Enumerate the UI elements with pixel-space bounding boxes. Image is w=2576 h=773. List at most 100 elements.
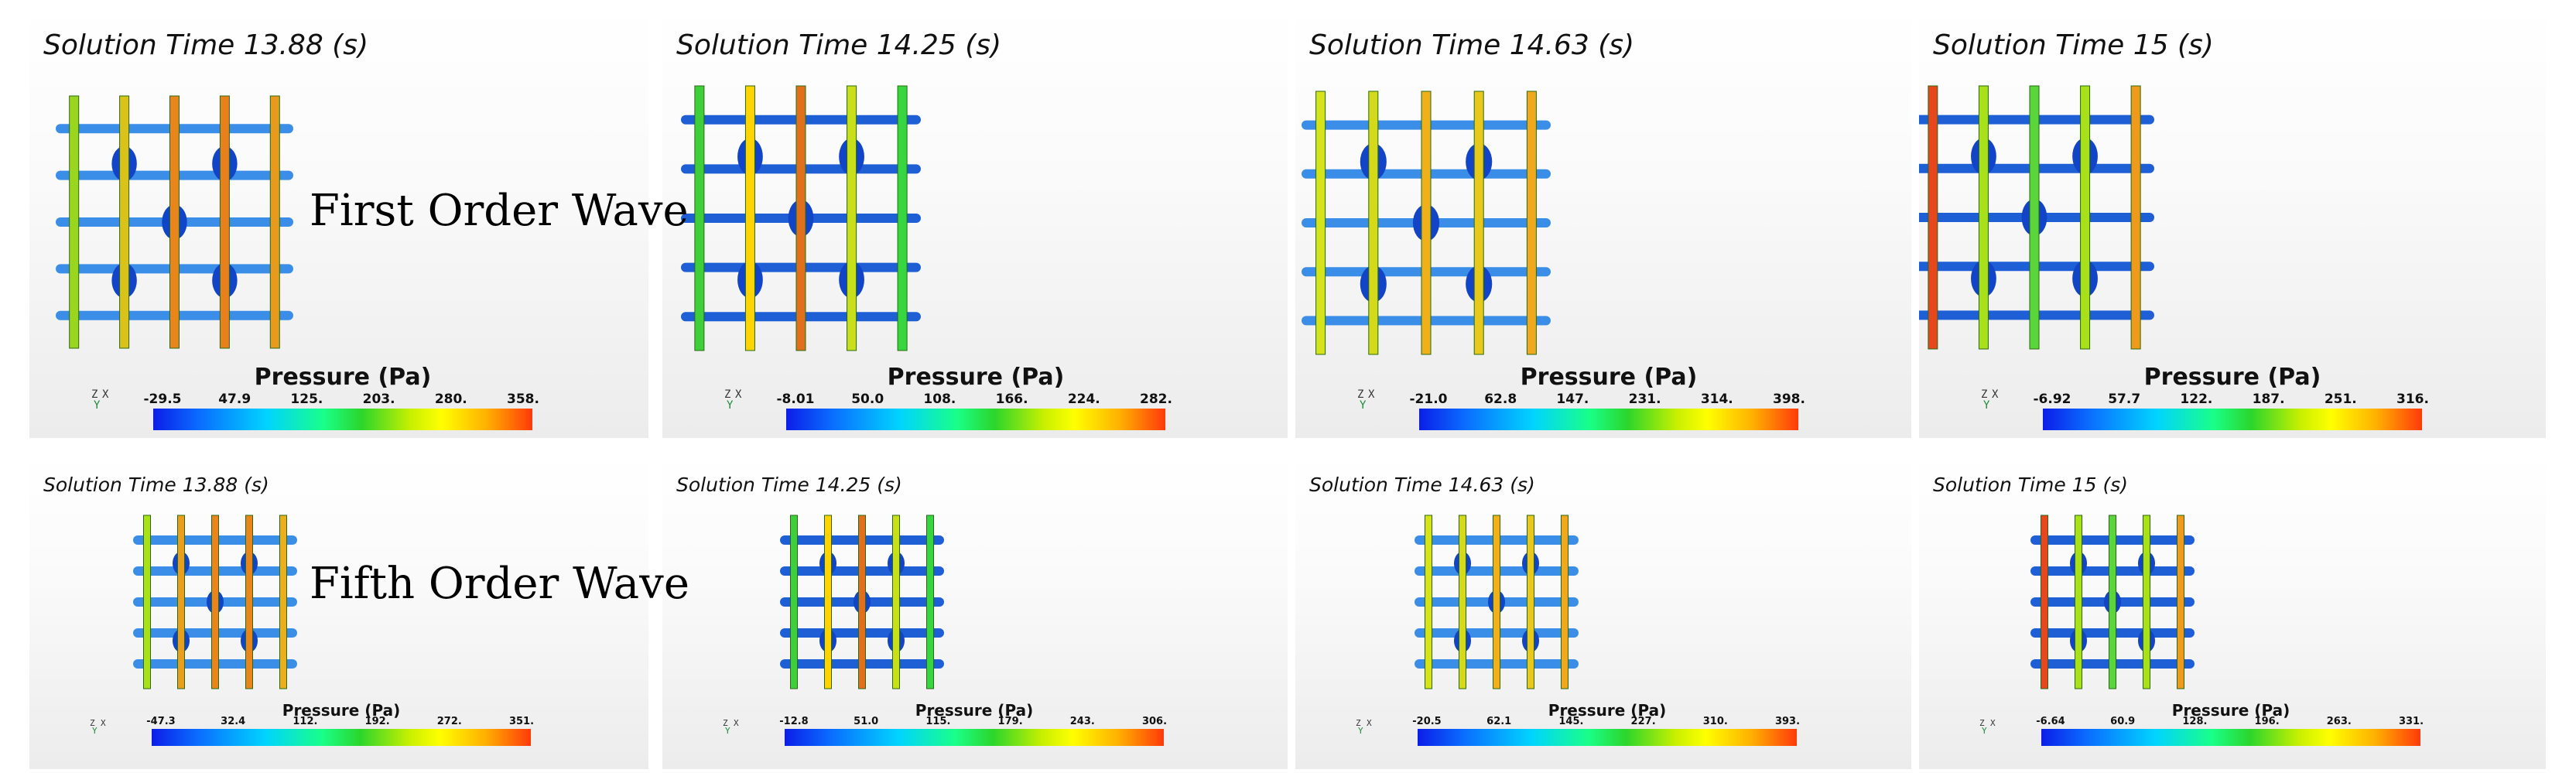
vertical-rod	[119, 95, 130, 349]
colorbar-tick-label: 32.4	[221, 716, 246, 727]
vertical-rod	[892, 515, 900, 689]
colorbar-tick-label: 60.9	[2110, 716, 2136, 727]
axis-z-label: Z	[724, 388, 731, 401]
panel-title: Solution Time 14.63 (s)	[1309, 474, 1535, 496]
vertical-rod	[744, 85, 755, 351]
colorbar-title: Pressure (Pa)	[2171, 701, 2290, 720]
vertical-rod	[169, 95, 180, 349]
colorbar-tick-label: 147.	[1556, 392, 1589, 407]
colorbar-tick-label: 203.	[362, 392, 395, 407]
axis-y-label: Y	[1360, 399, 1367, 412]
axis-x-label: X	[1368, 388, 1375, 401]
vertical-rod	[824, 515, 832, 689]
colorbar-tick-label: 393.	[1774, 716, 1801, 727]
panel-title: Solution Time 15 (s)	[1933, 29, 2214, 61]
colorbar-tick-label: 351.	[508, 716, 535, 727]
vertical-rod	[1928, 85, 1938, 350]
colorbar-tick-label: 112.	[292, 716, 318, 727]
axis-z-label: Z	[91, 388, 98, 401]
vertical-rod	[269, 95, 280, 349]
vertical-rod	[694, 85, 705, 351]
colorbar-tick-label: 196.	[2254, 716, 2280, 727]
vertical-rod	[2143, 515, 2150, 689]
axis-x-label: X	[101, 718, 106, 728]
vertical-rod	[279, 515, 287, 689]
grid-structure	[1415, 515, 1579, 689]
first-order-label: First Order Wave	[310, 186, 689, 236]
vertical-rod	[1527, 515, 1534, 689]
vertical-rod	[847, 85, 857, 351]
vertical-rod	[1473, 91, 1484, 355]
colorbar-title: Pressure (Pa)	[1520, 364, 1698, 391]
vertical-rod	[2075, 515, 2082, 689]
colorbar-tick-label: 166.	[995, 392, 1028, 407]
colorbar-tick-label: 314.	[1700, 392, 1733, 407]
vertical-rod	[926, 515, 934, 689]
vertical-rod	[143, 515, 151, 689]
colorbar-tick-label: 272.	[436, 716, 462, 727]
axis-x-label: X	[102, 388, 109, 401]
panel-7: Solution Time 14.63 (s) Pressure (Pa) -20.…	[1295, 455, 1911, 769]
colorbar-tick-label: 51.0	[854, 716, 879, 727]
colorbar-tick-label: 243.	[1069, 716, 1095, 727]
colorbar-title: Pressure (Pa)	[887, 364, 1065, 391]
colorbar-tick-label: 310.	[1702, 716, 1728, 727]
colorbar-tick-label: 398.	[1773, 392, 1805, 407]
axis-z-label: Z	[90, 718, 95, 728]
colorbar-title: Pressure (Pa)	[282, 701, 401, 720]
colorbar-tick-label: 108.	[923, 392, 956, 407]
vertical-rod	[2029, 85, 2040, 350]
vertical-rod	[177, 515, 185, 689]
grid-structure	[780, 515, 944, 689]
vertical-rod	[2177, 515, 2184, 689]
vertical-rod	[1368, 91, 1379, 355]
axis-x-label: X	[1367, 718, 1372, 728]
vertical-rod	[1315, 91, 1326, 355]
axis-y-label: Y	[1983, 399, 1990, 412]
vertical-rod	[897, 85, 908, 351]
vertical-rod	[2041, 515, 2048, 689]
vertical-rod	[2109, 515, 2116, 689]
axis-y-label: Y	[94, 399, 101, 412]
colorbar-tick-label: 62.8	[1484, 392, 1517, 407]
colorbar-tick-label: 358.	[507, 392, 539, 407]
axis-y-label: Y	[1982, 726, 1987, 736]
colorbar-tick-label: 62.1	[1486, 716, 1512, 727]
colorbar-tick-label: 280.	[434, 392, 467, 407]
colorbar-tick-label: 179.	[997, 716, 1023, 727]
colorbar-title: Pressure (Pa)	[1548, 701, 1667, 720]
colorbar-tick-label: 231.	[1628, 392, 1661, 407]
panel-title: Solution Time 13.88 (s)	[43, 474, 269, 496]
fifth-order-label: Fifth Order Wave	[310, 559, 689, 609]
colorbar-tick-label: 263.	[2326, 716, 2352, 727]
colorbar-tick-label: 125.	[290, 392, 323, 407]
vertical-rod	[2130, 85, 2141, 350]
colorbar-tick-label: 50.0	[851, 392, 884, 407]
vertical-rod	[1459, 515, 1466, 689]
colorbar-tick-label: 122.	[2180, 392, 2213, 407]
colorbar-tick-label: 187.	[2252, 392, 2285, 407]
grid-structure	[1302, 91, 1551, 355]
axis-z-label: Z	[1356, 718, 1361, 728]
axis-x-label: X	[735, 388, 742, 401]
axis-y-label: Y	[92, 726, 97, 736]
colorbar	[152, 729, 531, 746]
panel-title: Solution Time 15 (s)	[1933, 474, 2128, 496]
axis-z-label: Z	[1981, 388, 1988, 401]
panel-5: Solution Time 13.88 (s) Pressure (Pa) -47.…	[29, 455, 648, 769]
vertical-rod	[1978, 85, 1989, 350]
colorbar-tick-label: 316.	[2396, 392, 2429, 407]
panel-4: Solution Time 15 (s) Pressure (Pa) -6.92 57…	[1919, 6, 2546, 438]
vertical-rod	[795, 85, 806, 351]
colorbar-tick-label: -8.01	[776, 392, 815, 407]
colorbar	[1418, 729, 1797, 746]
axis-y-label: Y	[725, 726, 730, 736]
panel-title: Solution Time 14.63 (s)	[1309, 29, 1635, 61]
colorbar-tick-label: 306.	[1141, 716, 1168, 727]
colorbar-tick-label: 282.	[1140, 392, 1172, 407]
grid-structure	[681, 85, 921, 351]
panel-title: Solution Time 14.25 (s)	[676, 29, 1002, 61]
axis-x-label: X	[734, 718, 739, 728]
vertical-rod	[219, 95, 230, 349]
axis-z-label: Z	[723, 718, 728, 728]
